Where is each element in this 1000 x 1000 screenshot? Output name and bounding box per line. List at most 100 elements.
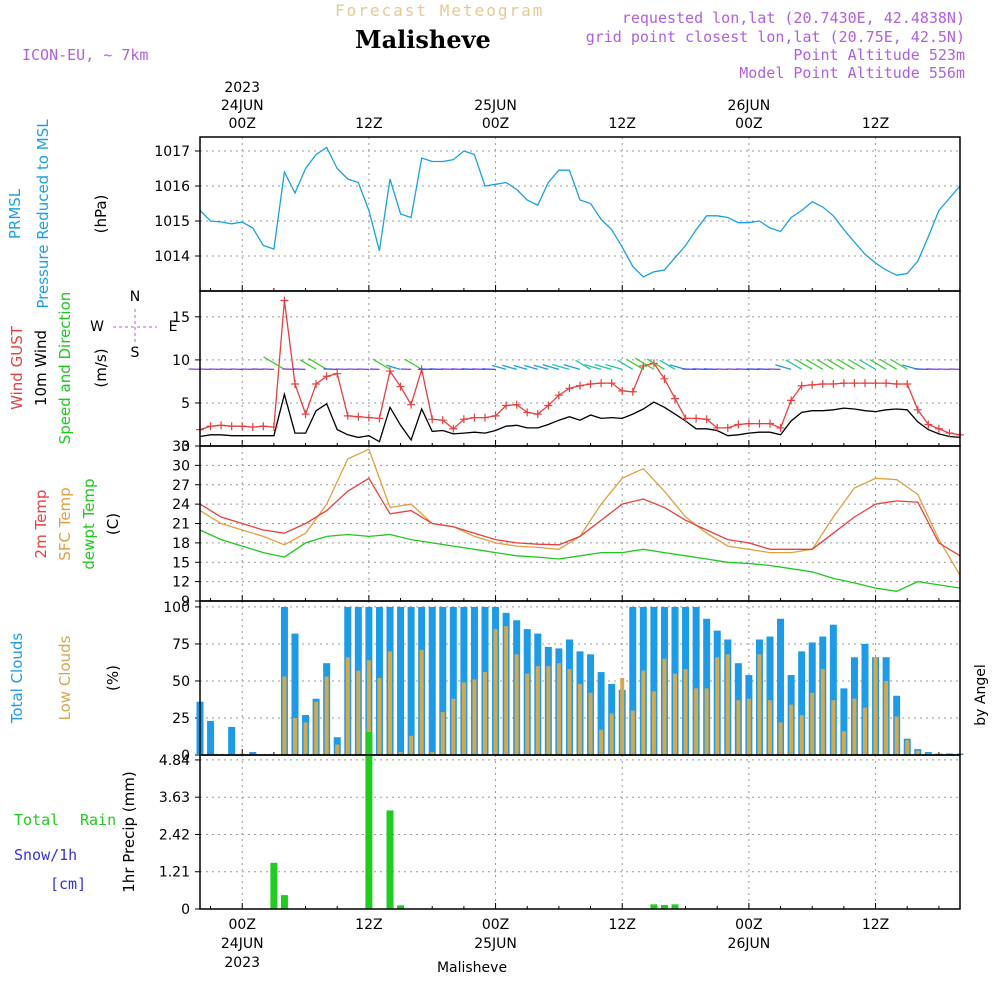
wind-units: (m/s) [92,348,110,387]
low-cloud-bar [556,663,561,755]
rain-bar [365,731,373,909]
total-cloud-bar [840,688,848,755]
total-cloud-bar [829,624,837,755]
gust-point-marker [428,415,437,424]
wind-direction-arrow [372,358,391,370]
wind-speed-line [199,391,961,443]
y-tick-label: 15 [172,310,190,326]
gust-point-marker [808,380,817,389]
y-tick-label: 1016 [154,179,190,195]
total-cloud-bar [777,618,785,755]
low-cloud-bar [810,692,815,755]
gust-point-marker [343,411,352,420]
gust-point-marker [839,379,848,388]
low-cloud-bar [757,654,762,755]
gust-point-marker [565,384,574,393]
low-cloud-bar [514,654,519,755]
y-tick-label: 2.42 [159,827,190,843]
low-cloud-bar [704,688,709,755]
wind-direction-arrow [542,364,560,370]
gust-point-marker [671,394,679,403]
snow-label: Snow/1h [14,846,77,864]
snow-cm-label: [cm] [50,875,86,893]
wind-direction-arrow [575,359,591,370]
y-tick-label: 1014 [154,249,190,265]
low-cloud-bar [567,669,572,755]
gust-point-marker [934,424,943,433]
rain-bar [386,810,394,909]
low-cloud-bar [345,657,350,755]
wind-direction-arrow [795,359,813,370]
y-tick-label: 25 [172,711,190,727]
gust-point-marker [449,424,458,433]
wind-direction-arrow [626,358,644,370]
top-time-tick-label: 12Z [355,116,382,132]
rain-bar [397,905,405,909]
y-tick-label: 3.63 [159,790,190,806]
total-cloud-bar [861,643,869,755]
model-label: ICON-EU, ~ 7km [22,46,148,64]
rain-label-2: Rain [80,811,116,829]
gust-point-marker [459,415,468,424]
low-cloud-bar [715,657,720,755]
y-tick-label: 15 [172,555,190,571]
wind-direction-arrow [404,358,423,370]
total-cloud-bar [439,606,447,755]
low-cloud-bar [366,660,371,755]
gust-point-marker [554,391,563,400]
gust-point-marker [280,296,289,305]
gust-point-marker [206,422,215,431]
low-cloud-bar [768,700,772,755]
requested-coords: requested lon,lat (20.7430E, 42.4838N) [622,9,965,27]
total-cloud-bar [692,606,700,755]
gust-point-marker [301,410,310,419]
top-time-tick-label: 12Z [609,116,636,132]
y-tick-label: 10 [172,353,190,369]
gust-point-marker [618,386,627,395]
low-cloud-bar [651,691,656,755]
gust-point-marker [259,422,268,431]
low-cloud-bar [324,676,329,755]
gust-point-marker [291,380,299,388]
gust-point-marker [628,387,637,396]
low-cloud-bar [694,688,699,755]
gust-point-marker [470,413,479,422]
low-cloud-bar [683,669,688,755]
wind-direction-arrow [299,359,317,370]
low-cloud-bar [588,692,593,755]
low-cloud-bar [789,704,794,755]
gust-point-marker [766,419,774,428]
total-cloud-bar [228,726,236,755]
wind-direction-arrow [806,359,824,370]
y-tick-label: 0 [181,748,190,764]
gust-point-marker [375,414,384,423]
low-cloud-bar [778,722,783,755]
gust-point-marker [248,423,257,432]
low-cloud-bar [483,672,487,755]
rain-bar [660,904,668,909]
bottom-time-tick-label: 12Z [355,917,382,933]
gust-point-marker [364,413,373,422]
wind-direction-arrow [659,359,676,370]
wind-direction-arrow [859,359,876,370]
y-tick-label: 75 [172,637,190,653]
gust-point-marker [871,379,880,388]
model-altitude: Model Point Altitude 556m [739,64,965,82]
y-tick-label: 0 [181,439,190,455]
wind-direction-arrow [879,358,898,370]
gust-point-marker [607,379,616,388]
low-cloud-bar [746,698,751,755]
low-cloud-bar [736,700,741,755]
bottom-year-label: 2023 [224,955,260,971]
gust-point-marker [512,400,521,409]
y-tick-label: 1.21 [159,865,190,881]
gust-point-marker [681,414,690,423]
wind-direction-arrow [785,359,803,370]
gust-point-marker [533,410,542,419]
temp-2m-line [199,477,961,557]
gust-point-marker [333,369,342,378]
wind-direction-arrow [533,364,549,370]
cloud-units: (%) [104,665,122,691]
y-tick-label: 5 [181,396,190,412]
